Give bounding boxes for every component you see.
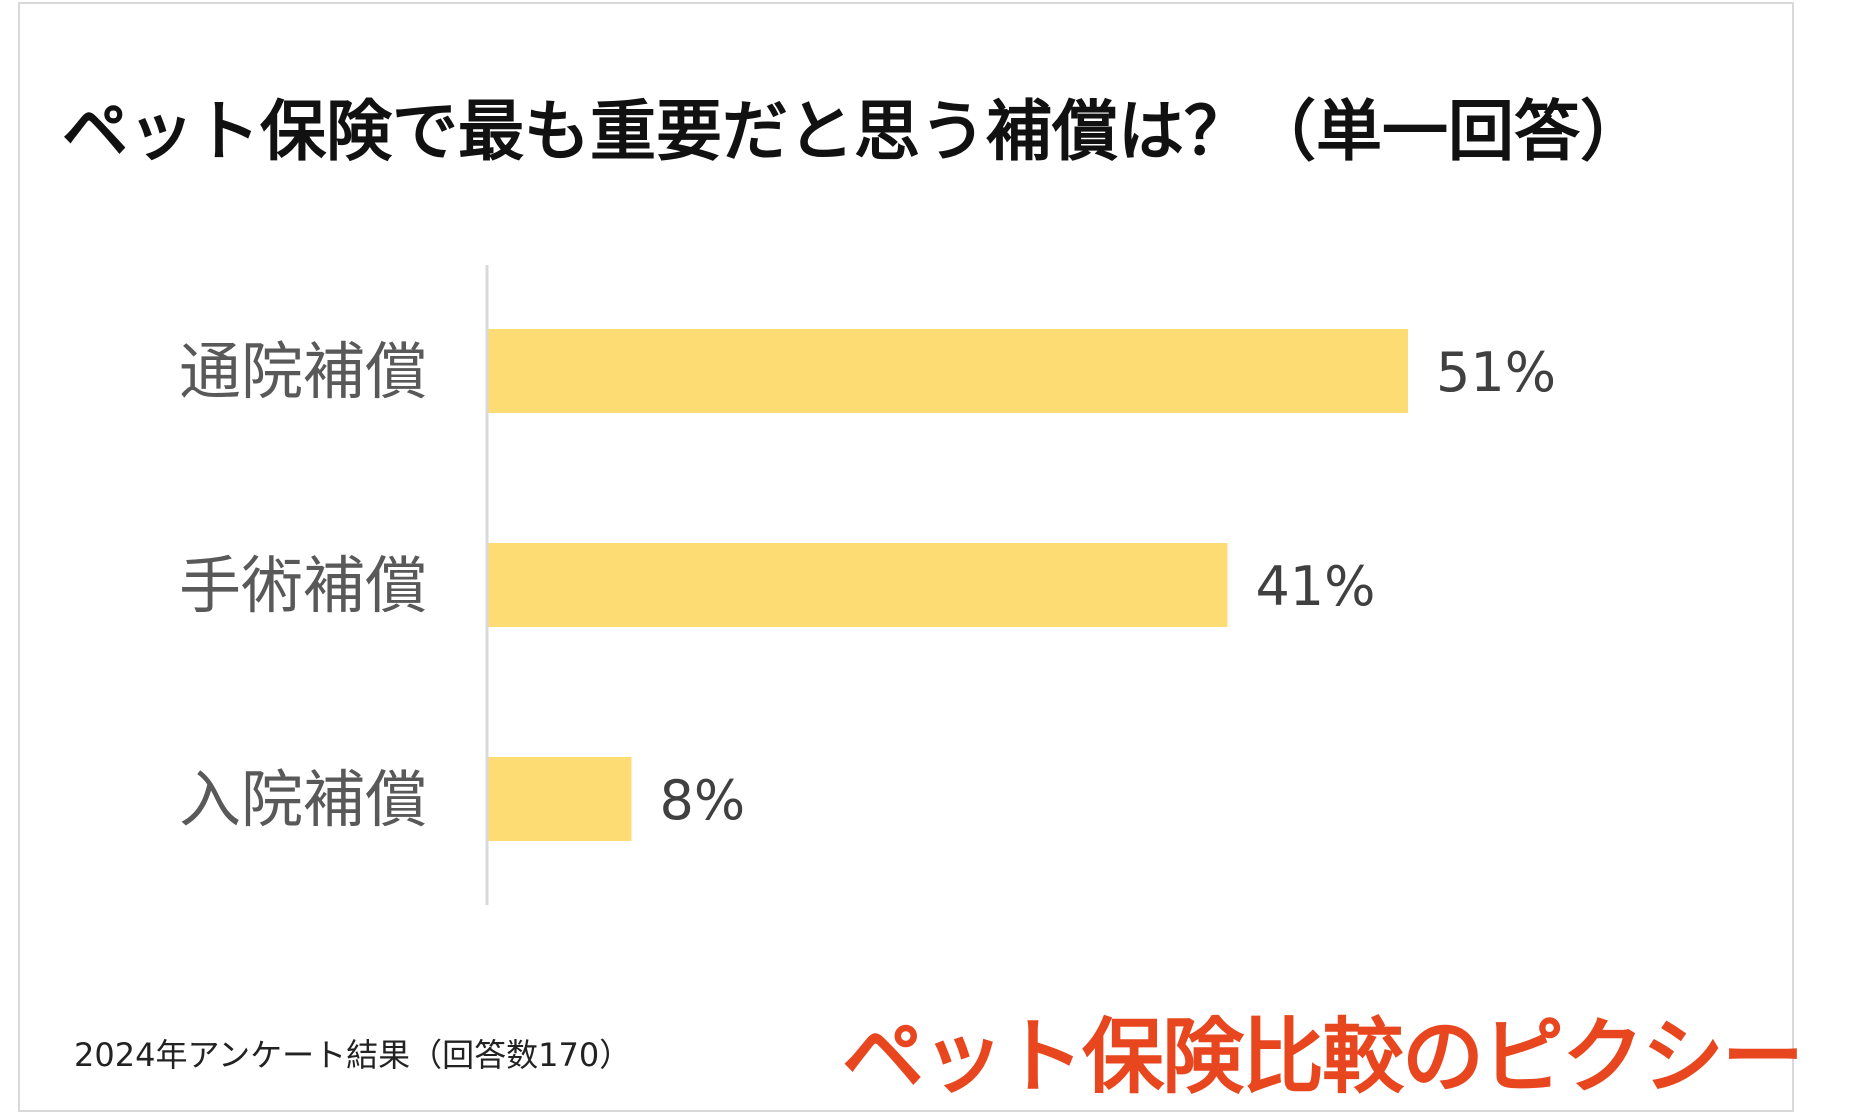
bar-3 (487, 757, 632, 841)
category-label: 入院補償 (179, 763, 427, 836)
bar-1 (487, 329, 1409, 413)
category-label: 通院補償 (179, 335, 427, 408)
survey-footnote: 2024年アンケート結果（回答数170） (74, 1036, 632, 1074)
bar-2 (487, 543, 1228, 627)
category-label: 手術補償 (179, 549, 427, 622)
data-label: 8% (659, 769, 745, 832)
chart-title: ペット保険で最も重要だと思う補償は？（単一回答） (62, 93, 1646, 170)
data-label: 41% (1255, 555, 1375, 618)
data-label: 51% (1436, 341, 1556, 404)
brand-logo: ペット保険比較のピクシー (842, 1010, 1804, 1105)
